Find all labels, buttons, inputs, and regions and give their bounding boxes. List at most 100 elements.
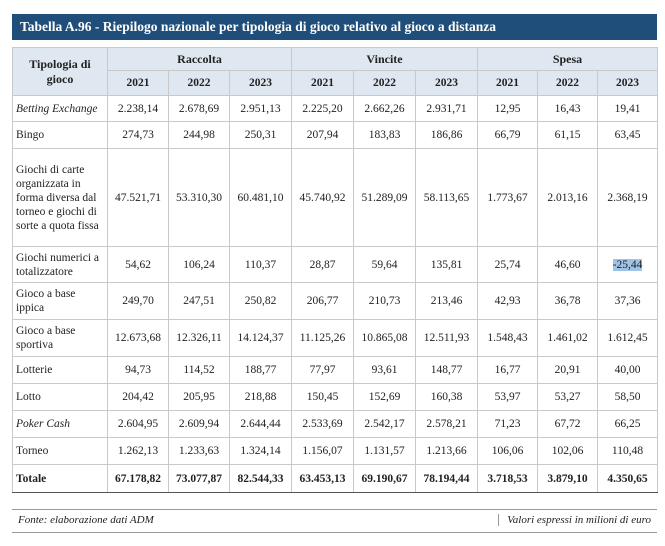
cell: 110,37 xyxy=(229,246,292,283)
cell: 53.310,30 xyxy=(168,148,230,247)
cell: 53,97 xyxy=(477,383,538,411)
cell: 47.521,71 xyxy=(107,148,169,247)
cell: 1.262,13 xyxy=(107,437,169,465)
cell: 10.865,08 xyxy=(353,319,416,357)
row-name: Torneo xyxy=(12,437,108,465)
cell: 206,77 xyxy=(291,282,354,320)
cell: 19,41 xyxy=(596,95,659,122)
group-header-vincite: Vincite xyxy=(291,47,478,71)
cell: 59,64 xyxy=(353,246,416,283)
total-cell: 3.718,53 xyxy=(477,464,538,493)
cell: 204,42 xyxy=(107,383,169,411)
row-name: Giochi di carte organizzata in forma div… xyxy=(12,148,108,247)
cell: 1.156,07 xyxy=(291,437,354,465)
cell: 205,95 xyxy=(168,383,230,411)
year-header: 2021 xyxy=(477,70,538,96)
cell: 36,78 xyxy=(537,282,598,320)
table-row: Betting Exchange 2.238,14 2.678,69 2.951… xyxy=(12,95,659,122)
cell: 150,45 xyxy=(291,383,354,411)
total-cell: 63.453,13 xyxy=(291,464,354,493)
table-footer: Fonte: elaborazione dati ADM Valori espr… xyxy=(12,509,657,533)
cell: 2.013,16 xyxy=(537,148,598,247)
cell: 66,25 xyxy=(596,410,659,438)
selected-text-highlight[interactable]: -25,44 xyxy=(612,258,643,271)
year-header-row: 2021 2022 2023 2021 2022 2023 2021 2022 … xyxy=(13,70,659,96)
table-row: Poker Cash 2.604,95 2.609,94 2.644,44 2.… xyxy=(12,410,659,438)
cell: 66,79 xyxy=(477,121,538,149)
cell: 250,31 xyxy=(229,121,292,149)
year-header: 2021 xyxy=(107,70,169,96)
cell: 2.678,69 xyxy=(168,95,230,122)
cell: 28,87 xyxy=(291,246,354,283)
cell: 58,50 xyxy=(596,383,659,411)
row-name: Bingo xyxy=(12,121,108,149)
year-header: 2022 xyxy=(168,70,230,96)
cell: 2.931,71 xyxy=(415,95,478,122)
cell: 1.773,67 xyxy=(477,148,538,247)
row-name: Betting Exchange xyxy=(12,95,108,122)
cell: 1.612,45 xyxy=(596,319,659,357)
cell: 106,24 xyxy=(168,246,230,283)
cell: 102,06 xyxy=(537,437,598,465)
group-header-spesa: Spesa xyxy=(476,47,659,71)
cell: 244,98 xyxy=(168,121,230,149)
cell: 247,51 xyxy=(168,282,230,320)
table-title: Tabella A.96 - Riepilogo nazionale per t… xyxy=(12,14,657,40)
total-row: Totale 67.178,82 73.077,87 82.544,33 63.… xyxy=(12,464,659,493)
cell: 40,00 xyxy=(596,356,659,384)
group-header-row: Tipologia di gioco Raccolta Vincite Spes… xyxy=(12,47,659,96)
total-cell: 3.879,10 xyxy=(537,464,598,493)
cell: 2.225,20 xyxy=(291,95,354,122)
year-header: 2023 xyxy=(229,70,292,96)
table-row: Lotterie 94,73 114,52 188,77 77,97 93,61… xyxy=(12,356,659,384)
cell: 2.644,44 xyxy=(229,410,292,438)
cell: 249,70 xyxy=(107,282,169,320)
cell: 210,73 xyxy=(353,282,416,320)
cell: 67,72 xyxy=(537,410,598,438)
year-header: 2023 xyxy=(596,70,659,96)
cell: 77,97 xyxy=(291,356,354,384)
cell: 114,52 xyxy=(168,356,230,384)
cell: 60.481,10 xyxy=(229,148,292,247)
cell: 1.461,02 xyxy=(537,319,598,357)
cell: 106,06 xyxy=(477,437,538,465)
cell: 94,73 xyxy=(107,356,169,384)
cell: 186,86 xyxy=(415,121,478,149)
cell: 135,81 xyxy=(415,246,478,283)
total-cell: 73.077,87 xyxy=(168,464,230,493)
cell: 152,69 xyxy=(353,383,416,411)
cell: 274,73 xyxy=(107,121,169,149)
total-cell: 4.350,65 xyxy=(596,464,659,493)
cell: 45.740,92 xyxy=(291,148,354,247)
total-cell: 67.178,82 xyxy=(107,464,169,493)
total-cell: 69.190,67 xyxy=(353,464,416,493)
cell: 53,27 xyxy=(537,383,598,411)
cell: -25,44 xyxy=(596,246,659,283)
cell: 160,38 xyxy=(415,383,478,411)
cell: 1.548,43 xyxy=(477,319,538,357)
summary-table: Tipologia di gioco Raccolta Vincite Spes… xyxy=(12,47,659,493)
table-row: Bingo 274,73 244,98 250,31 207,94 183,83… xyxy=(12,121,659,149)
cell: 2.368,19 xyxy=(596,148,659,247)
row-name: Gioco a base sportiva xyxy=(12,319,108,357)
cell: 12.326,11 xyxy=(168,319,230,357)
cell: 54,62 xyxy=(107,246,169,283)
cell: 12.511,93 xyxy=(415,319,478,357)
total-label: Totale xyxy=(12,464,108,493)
group-header-raccolta: Raccolta xyxy=(107,47,292,71)
cell: 250,82 xyxy=(229,282,292,320)
table-row: Lotto 204,42 205,95 218,88 150,45 152,69… xyxy=(12,383,659,411)
cell: 2.578,21 xyxy=(415,410,478,438)
table-row: Torneo 1.262,13 1.233,63 1.324,14 1.156,… xyxy=(12,437,659,465)
cell: 213,46 xyxy=(415,282,478,320)
cell: 148,77 xyxy=(415,356,478,384)
year-header: 2021 xyxy=(291,70,354,96)
cell: 183,83 xyxy=(353,121,416,149)
cell: 1.324,14 xyxy=(229,437,292,465)
table-row: Gioco a base sportiva 12.673,68 12.326,1… xyxy=(12,319,659,357)
cell: 71,23 xyxy=(477,410,538,438)
cell: 2.951,13 xyxy=(229,95,292,122)
source-note: Fonte: elaborazione dati ADM xyxy=(18,514,154,526)
cell: 14.124,37 xyxy=(229,319,292,357)
row-name: Poker Cash xyxy=(12,410,108,438)
